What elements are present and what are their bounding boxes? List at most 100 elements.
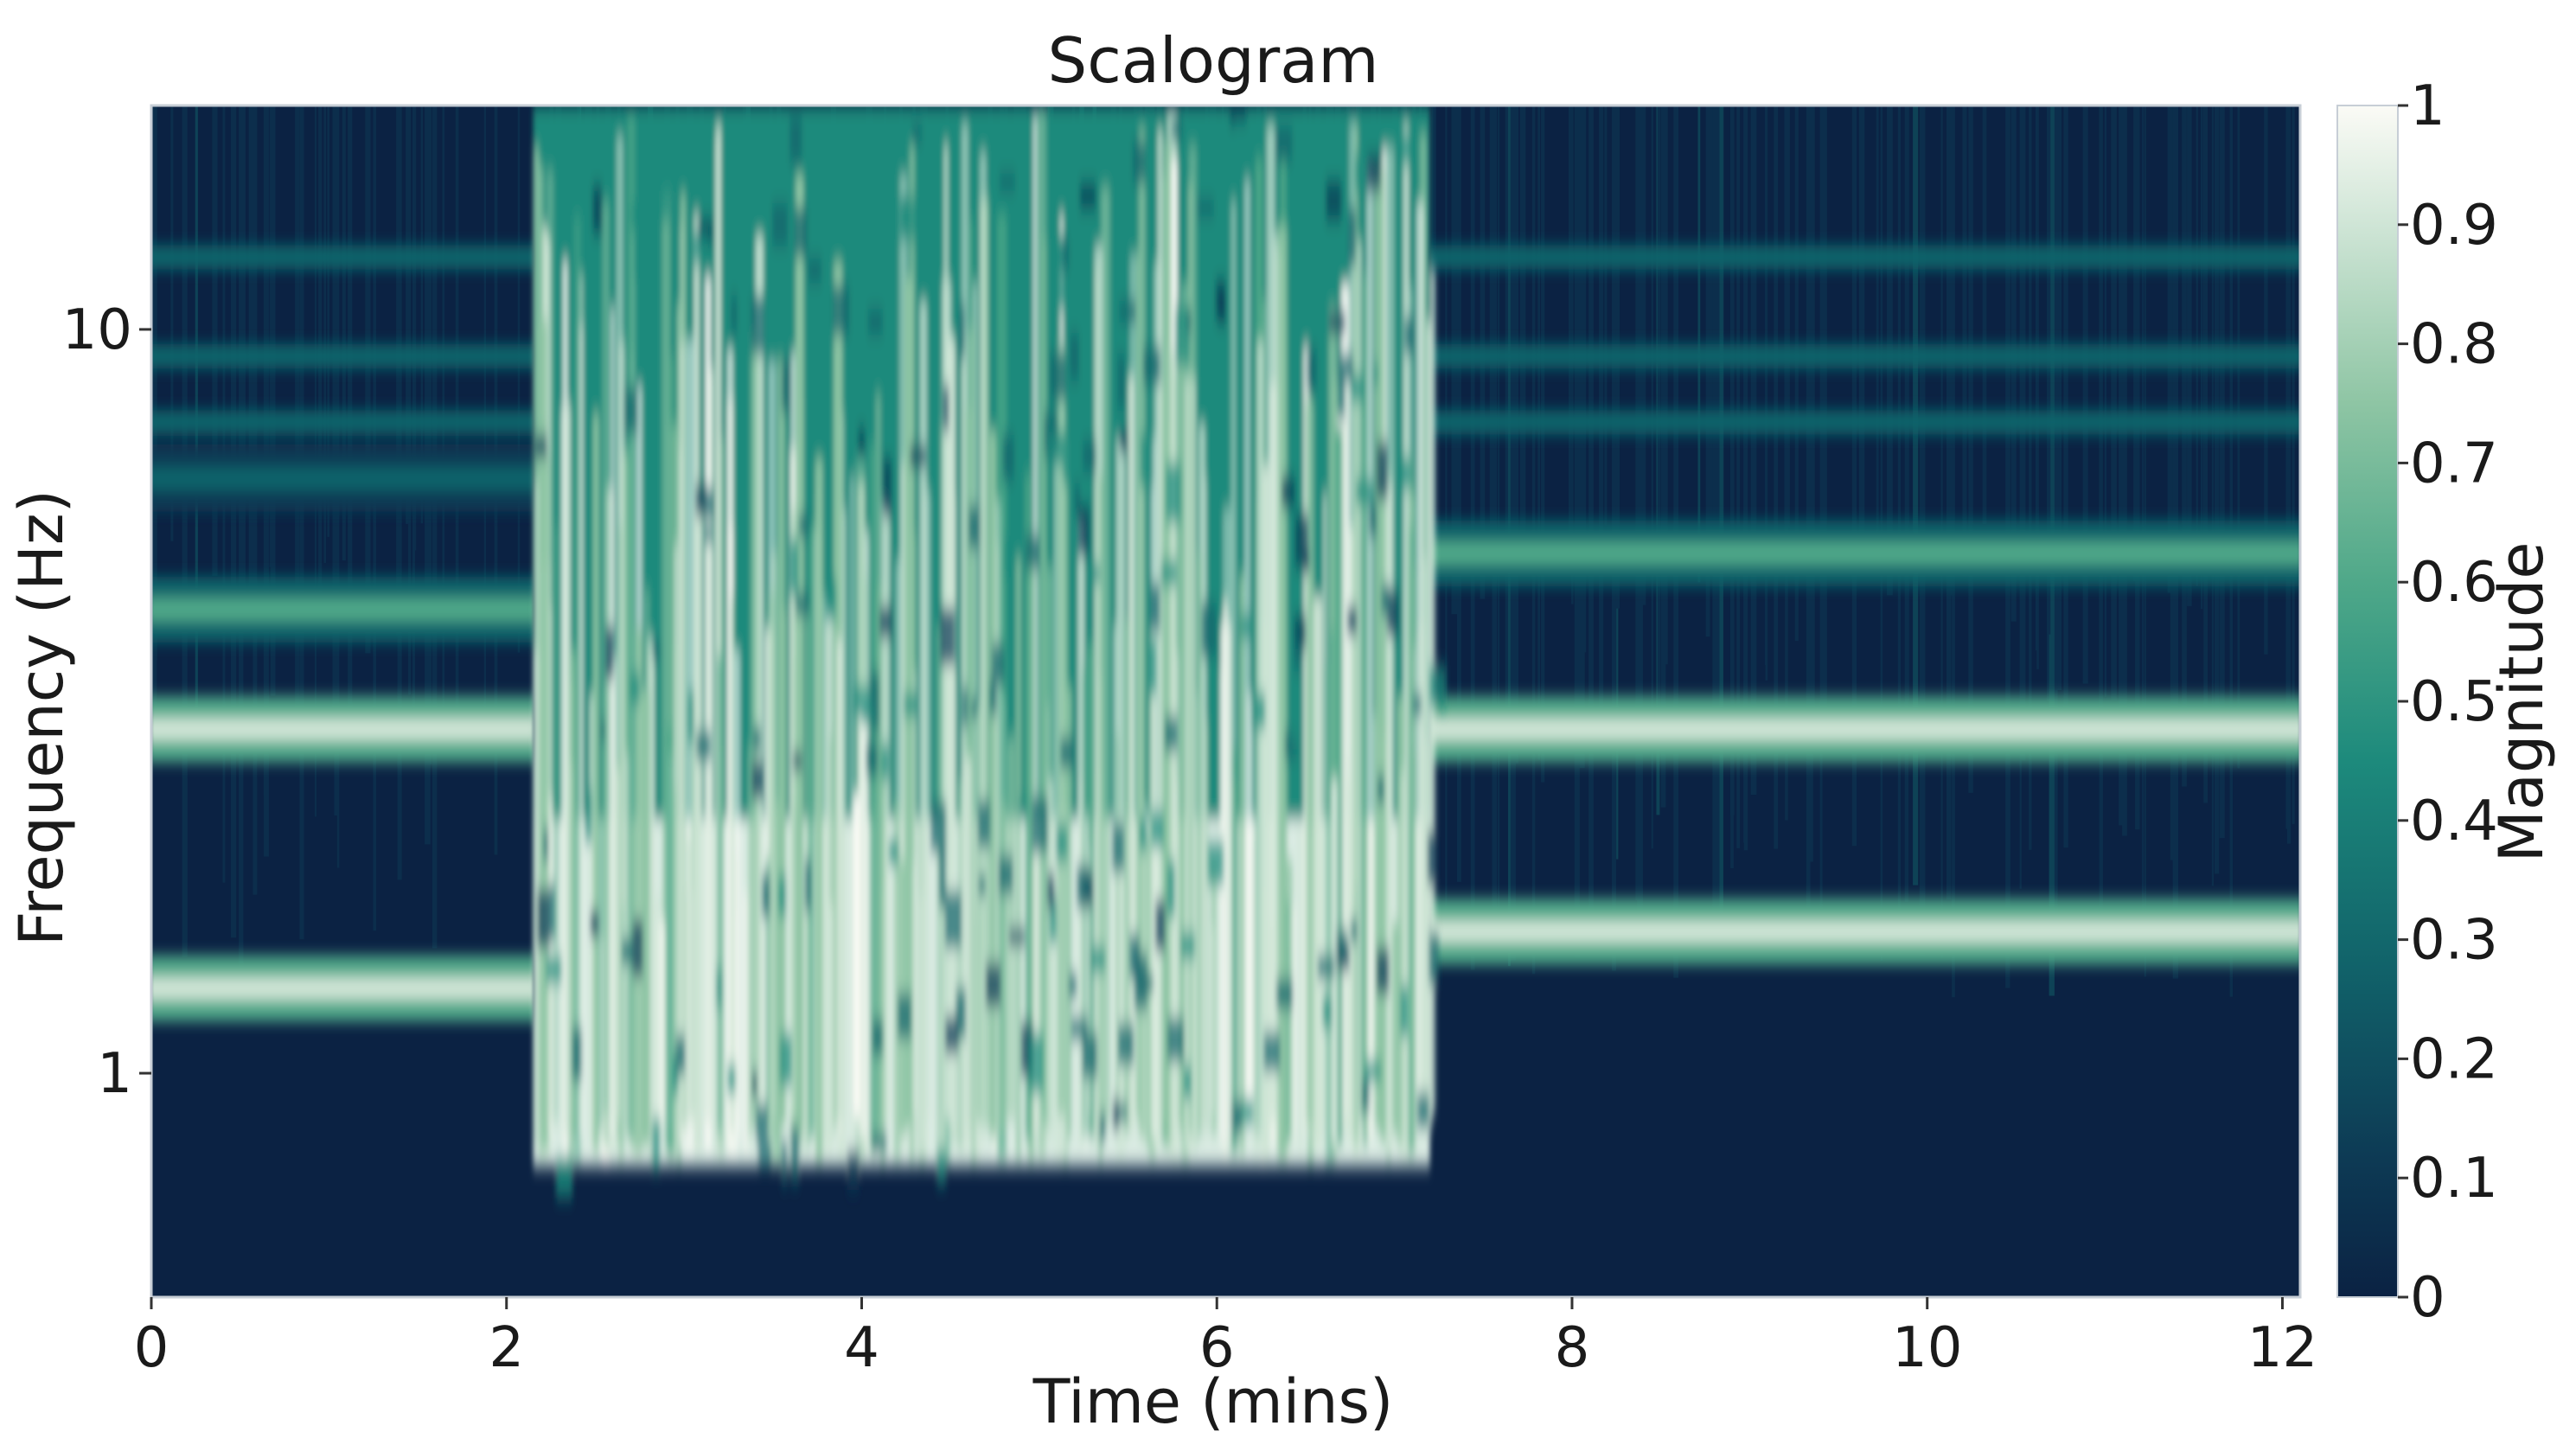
broadband-speckle <box>623 387 638 433</box>
broadband-speckle <box>751 1071 757 1097</box>
broadband-streak <box>1199 423 1205 1122</box>
broadband-speckle <box>536 889 550 948</box>
x-tick-label: 6 <box>1199 1316 1235 1380</box>
colorbar-tick-label: 0.5 <box>2410 670 2498 734</box>
broadband-streak <box>1277 225 1288 1160</box>
broadband-speckle <box>1326 180 1342 221</box>
texture-streak <box>1519 105 1526 533</box>
broadband-speckle <box>858 427 866 454</box>
texture-streak <box>406 105 410 524</box>
texture-streak <box>1662 105 1668 665</box>
broadband-speckle <box>1032 796 1048 853</box>
broadband-speckle <box>1076 866 1090 908</box>
texture-streak <box>1794 105 1799 642</box>
broadband-streak <box>989 429 996 1137</box>
broadband-speckle <box>989 681 997 715</box>
broadband-streak <box>605 487 614 1155</box>
broadband-speckle <box>555 1156 573 1199</box>
y-tick-label: 10 <box>62 298 132 362</box>
broadband-streak <box>665 727 674 1153</box>
broadband-speckle <box>1179 932 1195 959</box>
broadband-streak <box>796 175 804 1135</box>
texture-streak <box>413 105 417 551</box>
broadband-speckle <box>1427 831 1437 886</box>
broadband-streak <box>1266 125 1275 1119</box>
broadband-speckle <box>1002 435 1014 481</box>
y-axis-label: Frequency (Hz) <box>6 489 77 946</box>
texture-streak <box>1819 105 1823 910</box>
broadband-speckle <box>1346 607 1358 635</box>
broadband-speckle <box>1348 208 1357 265</box>
broadband-speckle <box>1239 1099 1254 1125</box>
broadband-streak <box>1123 620 1130 1135</box>
broadband-speckle <box>1329 312 1346 333</box>
texture-streak <box>299 105 304 940</box>
broadband-speckle <box>604 627 614 679</box>
broadband-streak <box>875 393 881 1138</box>
broadband-speckle <box>903 693 918 717</box>
texture-streak <box>239 105 244 990</box>
broadband-speckle <box>1160 560 1177 585</box>
texture-streak <box>270 105 276 696</box>
colorbar-tick-label: 1 <box>2410 74 2445 138</box>
texture-streak <box>1604 105 1608 526</box>
broadband-streak <box>1129 253 1136 1120</box>
broadband-streak <box>1157 128 1163 1139</box>
broadband-speckle <box>1376 948 1390 994</box>
broadband-speckle <box>777 875 787 917</box>
broadband-streak <box>1037 108 1046 1159</box>
broadband-speckle <box>1128 934 1141 979</box>
broadband-speckle <box>1171 119 1183 139</box>
plot-frame <box>150 104 2302 1299</box>
texture-streak <box>2211 105 2214 886</box>
broadband-speckle <box>1060 238 1070 271</box>
colorbar: 0 0.1 0.2 0.3 0.4 0.5 0.6 0.7 0.8 0.9 1 Magnitude <box>2336 74 2557 1330</box>
broadband-speckle <box>1351 375 1366 401</box>
texture-streak <box>1707 105 1713 540</box>
broadband-streak <box>1391 923 1402 1134</box>
broadband-streak <box>684 338 694 1156</box>
broadband-speckle <box>1150 583 1160 632</box>
texture-streak <box>2203 105 2208 803</box>
texture-streak <box>2219 105 2225 839</box>
broadband-streak <box>822 595 829 1148</box>
broadband-streak <box>1261 465 1270 1160</box>
x-tick-label: 8 <box>1555 1316 1590 1380</box>
broadband-streak <box>1366 163 1373 1140</box>
band-faint <box>151 410 534 435</box>
broadband-speckle <box>910 445 926 467</box>
broadband-streak <box>1159 383 1168 1122</box>
broadband-speckle <box>1151 811 1165 847</box>
band-faint <box>1429 410 2300 435</box>
broadband-streak <box>1197 552 1202 1138</box>
colorbar-tick-label: 0.2 <box>2410 1027 2498 1091</box>
texture-streak <box>1765 105 1768 681</box>
broadband-speckle <box>962 687 968 726</box>
broadband-streak <box>1417 623 1426 1132</box>
broadband-streak <box>1101 186 1110 1124</box>
broadband-speckle <box>808 258 822 284</box>
broadband-speckle <box>1290 720 1301 746</box>
broadband-speckle <box>1361 1080 1370 1112</box>
broadband-streak <box>1323 493 1326 1129</box>
broadband-speckle <box>1164 716 1178 751</box>
broadband-speckle <box>592 185 603 234</box>
broadband-streak <box>1230 200 1237 1136</box>
broadband-speckle <box>834 195 847 251</box>
texture-streak <box>1982 105 1987 525</box>
broadband-streak <box>630 822 638 1153</box>
texture-streak <box>2292 105 2295 824</box>
broadband-streak <box>732 649 740 1136</box>
broadband-speckle <box>675 1035 686 1075</box>
band-core <box>1429 920 2300 943</box>
broadband-speckle <box>1338 354 1354 381</box>
broadband-streak <box>942 279 952 1117</box>
broadband-streak <box>1239 574 1245 1155</box>
broadband-streak <box>644 587 650 1141</box>
texture-streak <box>1717 105 1723 926</box>
x-tick-label: 4 <box>844 1316 879 1380</box>
broadband-speckle <box>1047 873 1055 908</box>
colorbar-label: Magnitude <box>2486 542 2557 863</box>
broadband-streak <box>635 629 642 1156</box>
broadband-streak <box>957 779 963 1151</box>
